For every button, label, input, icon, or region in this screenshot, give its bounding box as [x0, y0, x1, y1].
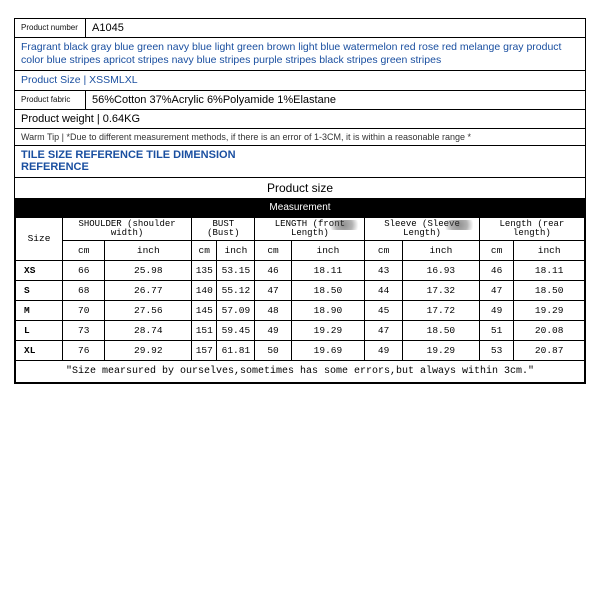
measurement-cell: 49 — [255, 320, 291, 340]
unit-header: inch — [105, 240, 192, 260]
measurement-cell: 20.08 — [514, 320, 585, 340]
unit-header: inch — [402, 240, 479, 260]
measurement-cell: 70 — [63, 300, 105, 320]
measurement-cell: 68 — [63, 280, 105, 300]
unit-header: cm — [365, 240, 403, 260]
table-row: XL7629.9215761.815019.694919.295320.87 — [16, 340, 585, 360]
measurement-cell: 18.50 — [402, 320, 479, 340]
measurement-cell: 29.92 — [105, 340, 192, 360]
measurement-cell: 61.81 — [217, 340, 255, 360]
measurement-cell: 47 — [479, 280, 514, 300]
measurement-cell: 66 — [63, 260, 105, 280]
product-number-value: A1045 — [86, 19, 586, 38]
measurement-cell: 140 — [192, 280, 217, 300]
unit-header: inch — [291, 240, 365, 260]
size-cell: S — [16, 280, 63, 300]
product-number-label: Product number — [15, 19, 86, 38]
product-size-line: Product Size | XSSMLXL — [15, 71, 586, 91]
measurement-cell: 48 — [255, 300, 291, 320]
measurement-cell: 49 — [479, 300, 514, 320]
measurement-cell: 76 — [63, 340, 105, 360]
measurement-cell: 19.29 — [514, 300, 585, 320]
measurement-cell: 18.90 — [291, 300, 365, 320]
measurement-group-header: Length (rear length) — [479, 217, 584, 240]
unit-header: cm — [479, 240, 514, 260]
measurement-cell: 151 — [192, 320, 217, 340]
table-row: M7027.5614557.094818.904517.724919.29 — [16, 300, 585, 320]
unit-header: inch — [514, 240, 585, 260]
measurement-cell: 20.87 — [514, 340, 585, 360]
unit-header: inch — [217, 240, 255, 260]
measurement-cell: 50 — [255, 340, 291, 360]
measurement-cell: 47 — [365, 320, 403, 340]
size-cell: XL — [16, 340, 63, 360]
size-cell: XS — [16, 260, 63, 280]
measurement-cell: 45 — [365, 300, 403, 320]
product-size-caption: Product size — [15, 177, 586, 198]
measurement-cell: 19.29 — [291, 320, 365, 340]
product-weight-line: Product weight | 0.64KG — [15, 110, 586, 129]
unit-header: cm — [255, 240, 291, 260]
measurement-cell: 47 — [255, 280, 291, 300]
warm-tip: Warm Tip | *Due to different measurement… — [15, 129, 586, 146]
measurement-cell: 26.77 — [105, 280, 192, 300]
measurement-cell: 19.29 — [402, 340, 479, 360]
measurement-cell: 19.69 — [291, 340, 365, 360]
measurement-cell: 16.93 — [402, 260, 479, 280]
measurement-cell: 18.50 — [291, 280, 365, 300]
measurement-cell: 46 — [479, 260, 514, 280]
measurement-cell: 49 — [365, 340, 403, 360]
table-row: XS6625.9813553.154618.114316.934618.11 — [16, 260, 585, 280]
measurement-cell: 55.12 — [217, 280, 255, 300]
measurement-cell: 27.56 — [105, 300, 192, 320]
unit-header: cm — [192, 240, 217, 260]
size-header: Size — [16, 217, 63, 260]
measurement-cell: 43 — [365, 260, 403, 280]
measurement-cell: 57.09 — [217, 300, 255, 320]
measurement-cell: 157 — [192, 340, 217, 360]
size-cell: M — [16, 300, 63, 320]
measurement-table: SizeSHOULDER (shoulder width)BUST (Bust)… — [15, 217, 585, 383]
measurement-cell: 73 — [63, 320, 105, 340]
product-colors: Fragrant black gray blue green navy blue… — [15, 38, 586, 71]
measurement-cell: 17.32 — [402, 280, 479, 300]
measurement-cell: 28.74 — [105, 320, 192, 340]
measurement-group-header: Sleeve (Sleeve Length) — [365, 217, 480, 240]
measurement-cell: 59.45 — [217, 320, 255, 340]
measurement-note: "Size mearsured by ourselves,sometimes h… — [16, 360, 585, 382]
measurement-cell: 18.11 — [291, 260, 365, 280]
measurement-cell: 53.15 — [217, 260, 255, 280]
product-fabric-label: Product fabric — [15, 91, 86, 110]
size-cell: L — [16, 320, 63, 340]
product-fabric-value: 56%Cotton 37%Acrylic 6%Polyamide 1%Elast… — [86, 91, 586, 110]
measurement-title: Measurement — [15, 198, 586, 216]
table-row: S6826.7714055.124718.504417.324718.50 — [16, 280, 585, 300]
measurement-cell: 51 — [479, 320, 514, 340]
measurement-cell: 53 — [479, 340, 514, 360]
measurement-cell: 46 — [255, 260, 291, 280]
measurement-group-header: LENGTH (front Length) — [255, 217, 365, 240]
measurement-cell: 25.98 — [105, 260, 192, 280]
measurement-group-header: BUST (Bust) — [192, 217, 255, 240]
measurement-cell: 135 — [192, 260, 217, 280]
measurement-cell: 18.11 — [514, 260, 585, 280]
measurement-cell: 145 — [192, 300, 217, 320]
measurement-cell: 18.50 — [514, 280, 585, 300]
measurement-cell: 44 — [365, 280, 403, 300]
table-row: L7328.7415159.454919.294718.505120.08 — [16, 320, 585, 340]
tile-size-reference: TILE SIZE REFERENCE TILE DIMENSION REFER… — [15, 146, 586, 177]
measurement-group-header: SHOULDER (shoulder width) — [63, 217, 192, 240]
measurement-cell: 17.72 — [402, 300, 479, 320]
unit-header: cm — [63, 240, 105, 260]
